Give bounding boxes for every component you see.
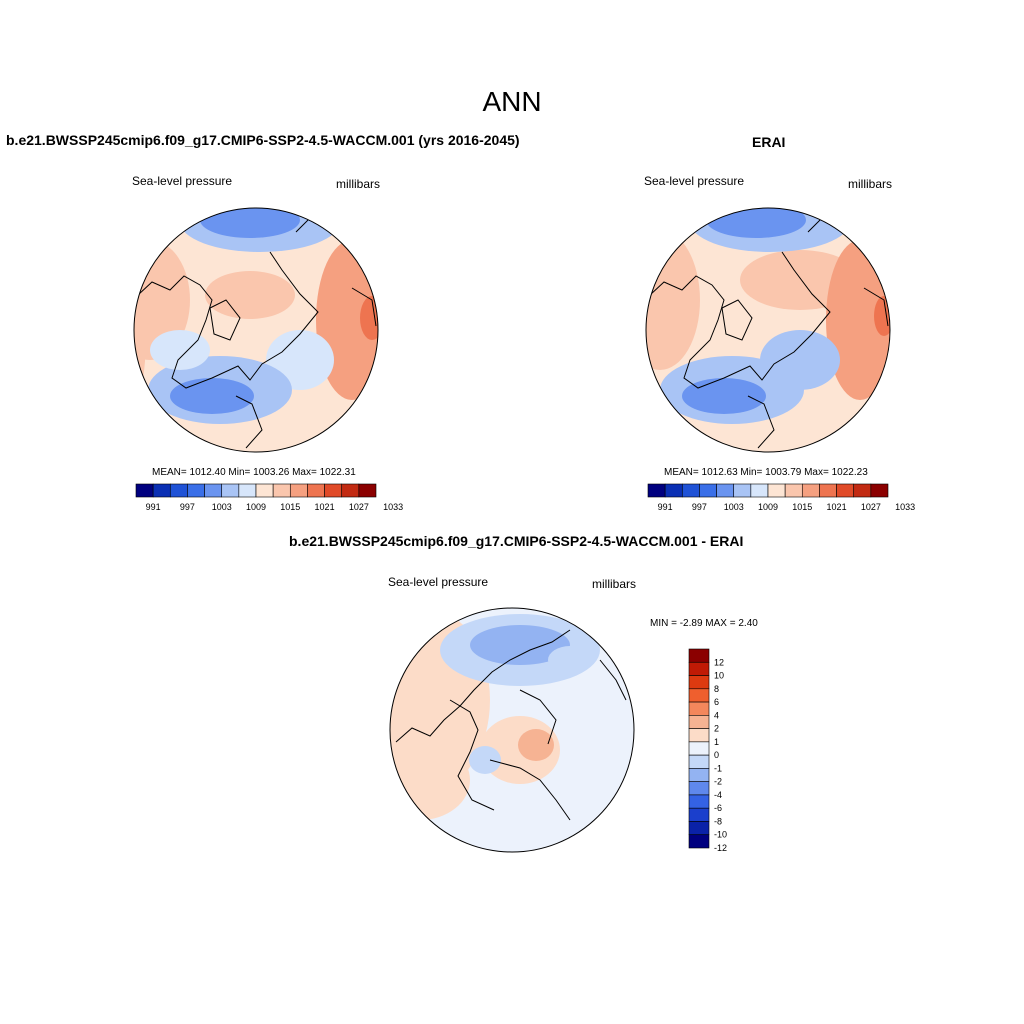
panel3-colorbar-tick-label: -12 (714, 843, 727, 853)
panel3-colorbar-tick-label: -1 (714, 763, 722, 773)
panel2-stats: MEAN= 1012.63 Min= 1003.79 Max= 1022.23 (664, 467, 868, 478)
panel3-colorbar-swatch (688, 768, 710, 782)
panel2-colorbar-swatch (664, 483, 683, 498)
panel3-colorbar-swatch (688, 701, 710, 716)
panel3-colorbar-swatch (688, 821, 710, 836)
panel2-coastlines (649, 215, 889, 449)
panel3-colorbar-swatch (688, 715, 710, 729)
panel3-colorbar-tick-label: 6 (714, 697, 719, 707)
panel3-colorbar-swatch (688, 781, 710, 796)
panel3-coastlines (395, 629, 627, 821)
panel2-map (645, 207, 891, 453)
panel3-map (389, 607, 635, 853)
panel2-colorbar-tick-label: 991 (658, 502, 673, 512)
panel1-colorbar-swatch (204, 483, 223, 498)
panel2-colorbar-tick-label: 1015 (792, 502, 812, 512)
panel3-colorbar-tick-label: -10 (714, 830, 727, 840)
panel2-colorbar-swatch (836, 483, 855, 498)
panel1-colorbar-tick-label: 1009 (246, 502, 266, 512)
panel3-colorbar-tick-label: 1 (714, 737, 719, 747)
panel1-colorbar-swatch (152, 483, 171, 498)
panel2-colorbar-swatch (784, 483, 803, 498)
panel1-colorbar: 991 997 1003 1009 1015 1021 1027 1033 (135, 483, 403, 512)
panel3-colorbar-tick-label: -4 (714, 790, 722, 800)
panel3-colorbar-tick-label: 12 (714, 657, 724, 667)
panel3-colorbar-swatch (688, 728, 710, 743)
panel2-colorbar-swatch (716, 483, 735, 498)
panel1-colorbar-swatch (187, 483, 205, 498)
panel1-colorbar-swatch (307, 483, 325, 498)
panel1-colorbar-tick-label: 1021 (315, 502, 335, 512)
panel1-colorbar-tick-label: 1027 (349, 502, 369, 512)
panel2-colorbar-swatch (733, 483, 752, 498)
panel3-colorbar-tick-label: 0 (714, 750, 719, 760)
panel2-colorbar-tick-label: 1027 (861, 502, 881, 512)
panel3-colorbar-tick-label: 8 (714, 684, 719, 694)
panel2-colorbar-tick-label: 1003 (724, 502, 744, 512)
panel2-colorbar-swatch (699, 483, 717, 498)
panel1-colorbar-swatch (221, 483, 240, 498)
panel3-colorbar-swatch (688, 834, 710, 849)
panel1-colorbar-swatch (255, 483, 274, 498)
panel3-title: b.e21.BWSSP245cmip6.f09_g17.CMIP6-SSP2-4… (289, 533, 744, 549)
panel1-colorbar-tick-label: 1033 (383, 502, 403, 512)
panel1-colorbar-swatch (238, 483, 257, 498)
panel1-map (133, 207, 379, 453)
panel3-variable-label: Sea-level pressure (388, 575, 489, 589)
panel2-colorbar-swatch (801, 483, 820, 498)
panel1-colorbar-tick-label: 991 (146, 502, 161, 512)
panel3-colorbar-swatch (688, 688, 710, 703)
panel2-units-label: millibars (848, 177, 893, 191)
panel2-colorbar-swatch (870, 483, 889, 498)
panel3-stats: MIN = -2.89 MAX = 2.40 (650, 618, 758, 629)
figure-title: ANN (482, 86, 542, 117)
panel2-colorbar-tick-label: 1009 (758, 502, 778, 512)
panel2-colorbar-swatch (767, 483, 786, 498)
panel2-colorbar-tick-label: 1033 (895, 502, 915, 512)
panel2-colorbar-swatch (853, 483, 872, 498)
panel1-stats: MEAN= 1012.40 Min= 1003.26 Max= 1022.31 (152, 467, 356, 478)
panel1-colorbar-swatch (341, 483, 360, 498)
panel2-colorbar: 991 997 1003 1009 1015 1021 1027 1033 (647, 483, 915, 512)
panel1-variable-label: Sea-level pressure (132, 174, 233, 188)
panel2-colorbar-swatch (647, 483, 666, 498)
panel1-colorbar-swatch (358, 483, 377, 498)
panel2-title: ERAI (752, 134, 786, 150)
panel1-units-label: millibars (336, 177, 381, 191)
panel3-colorbar-tick-label: -2 (714, 777, 722, 787)
panel1-colorbar-swatch (289, 483, 308, 498)
panel3-colorbar-tick-label: 2 (714, 724, 719, 734)
panel3-colorbar-swatch (688, 675, 710, 690)
panel2-colorbar-tick-label: 1021 (827, 502, 847, 512)
panel3-colorbar-swatch (688, 794, 710, 809)
panel3-colorbar-swatch (688, 754, 710, 769)
panel1-colorbar-swatch (169, 483, 188, 498)
panel1-colorbar-swatch (135, 483, 154, 498)
panel3-units-label: millibars (592, 577, 637, 591)
panel3-colorbar-tick-label: -6 (714, 803, 722, 813)
panel3-colorbar-tick-label: -8 (714, 816, 722, 826)
panel1-colorbar-swatch (272, 483, 291, 498)
panel1-title: b.e21.BWSSP245cmip6.f09_g17.CMIP6-SSP2-4… (6, 132, 520, 148)
panel3-colorbar-tick-label: 4 (714, 710, 719, 720)
panel1-colorbar-tick-label: 1003 (212, 502, 232, 512)
panel2-colorbar-swatch (819, 483, 837, 498)
panel3-colorbar-swatch (688, 648, 710, 663)
panel1-colorbar-tick-label: 997 (180, 502, 195, 512)
panel1-colorbar-swatch (324, 483, 343, 498)
panel1-colorbar-tick-label: 1015 (280, 502, 300, 512)
panel2-colorbar-tick-label: 997 (692, 502, 707, 512)
panel2-variable-label: Sea-level pressure (644, 174, 745, 188)
panel3-colorbar-tick-label: 10 (714, 671, 724, 681)
panel3-colorbar-swatch (688, 807, 710, 822)
panel3-colorbar-swatch (688, 661, 710, 676)
panel3-colorbar-swatch (688, 741, 710, 756)
panel2-colorbar-swatch (750, 483, 769, 498)
panel2-colorbar-swatch (681, 483, 700, 498)
